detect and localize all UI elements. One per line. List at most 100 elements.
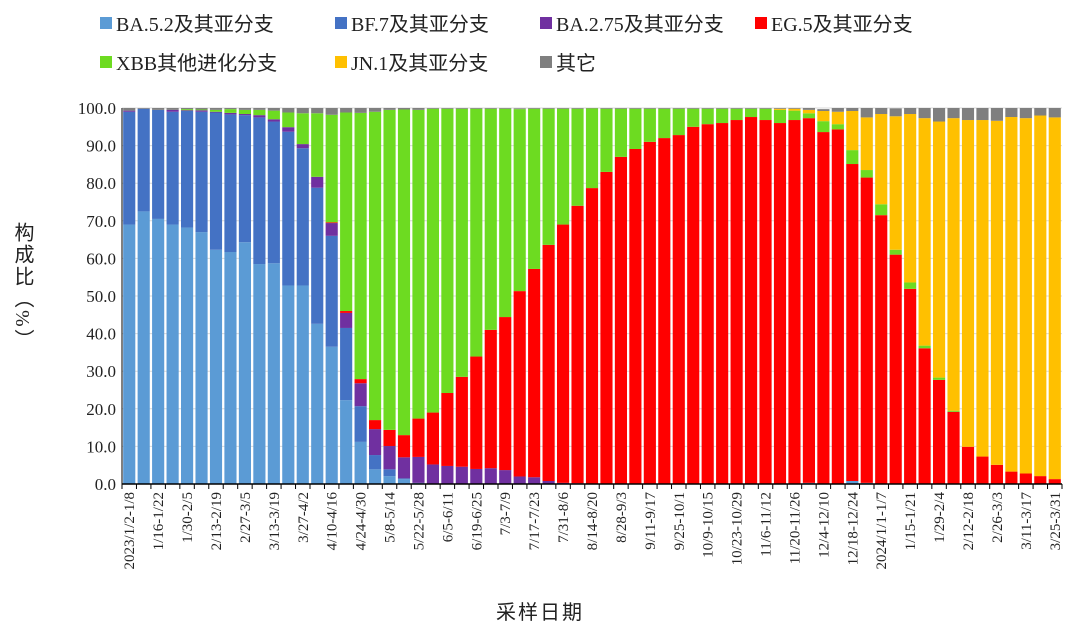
bar-segment-4 bbox=[745, 108, 758, 118]
bar-segment-3 bbox=[484, 329, 497, 469]
bar-segment-2 bbox=[253, 115, 266, 118]
bar-segment-3 bbox=[470, 356, 483, 469]
bar-segment-4 bbox=[600, 108, 613, 172]
legend-label: BF.7及其亚分支 bbox=[351, 14, 489, 36]
bar-segment-6 bbox=[195, 108, 208, 110]
bar-segment-3 bbox=[499, 317, 512, 471]
bar-segment-4 bbox=[831, 124, 844, 130]
bar-segment-3 bbox=[701, 124, 714, 484]
y-tick-label: 40.0 bbox=[86, 325, 116, 344]
bar-segment-0 bbox=[311, 323, 324, 484]
bar-segment-6 bbox=[152, 108, 165, 110]
bar-segment-6 bbox=[470, 108, 483, 109]
bar-segment-4 bbox=[933, 377, 946, 380]
y-tick-label: 30.0 bbox=[86, 362, 116, 381]
bar-segment-6 bbox=[383, 108, 396, 110]
bar-segment-4 bbox=[846, 150, 859, 165]
bar-segment-4 bbox=[224, 109, 237, 113]
bar-segment-2 bbox=[383, 446, 396, 470]
bar-segment-4 bbox=[484, 108, 497, 330]
bar-segment-6 bbox=[166, 108, 179, 110]
bar-segment-6 bbox=[701, 108, 714, 109]
bar-segment-5 bbox=[788, 108, 801, 111]
x-axis-title: 采样日期 bbox=[496, 602, 584, 624]
x-tick-label: 7/31-8/6 bbox=[556, 492, 572, 543]
x-tick-label: 2/13-2/19 bbox=[209, 492, 225, 550]
bar-segment-4 bbox=[513, 109, 526, 292]
bar-segment-3 bbox=[441, 393, 454, 466]
bar-segment-3 bbox=[340, 311, 353, 313]
bar-segment-3 bbox=[773, 123, 787, 484]
bar-segment-1 bbox=[282, 131, 295, 286]
bar-segment-3 bbox=[860, 177, 873, 483]
x-tick-label: 2/27-3/5 bbox=[238, 492, 254, 543]
bar-segment-6 bbox=[224, 108, 237, 110]
x-tick-label: 9/11-9/17 bbox=[643, 492, 659, 550]
bar-segment-0 bbox=[224, 252, 237, 484]
bar-segment-4 bbox=[195, 109, 208, 111]
bar-segment-6 bbox=[484, 108, 497, 109]
y-tick-label: 60.0 bbox=[86, 249, 116, 268]
bar-segment-2 bbox=[195, 110, 208, 112]
bar-segment-6 bbox=[961, 108, 975, 121]
bar-segment-6 bbox=[441, 108, 454, 109]
bar-segment-4 bbox=[209, 109, 223, 112]
x-tick-label: 12/18-12/24 bbox=[845, 492, 861, 566]
bar-segment-6 bbox=[759, 108, 772, 109]
x-tick-label: 11/6-11/12 bbox=[759, 492, 775, 557]
bar-segment-6 bbox=[571, 108, 584, 109]
bar-segment-0 bbox=[340, 400, 353, 484]
bar-segment-6 bbox=[412, 108, 425, 110]
bar-segment-4 bbox=[267, 110, 280, 120]
bar-segment-5 bbox=[846, 111, 859, 151]
bar-segment-6 bbox=[875, 108, 888, 115]
bar-segment-3 bbox=[585, 188, 599, 484]
bar-segment-0 bbox=[137, 211, 150, 484]
bar-segment-6 bbox=[643, 108, 656, 109]
bar-segment-5 bbox=[947, 118, 960, 411]
bar-segment-4 bbox=[253, 109, 266, 116]
legend-item-eg5: EG.5及其亚分支 bbox=[755, 8, 913, 37]
bar-segment-2 bbox=[311, 176, 324, 188]
y-tick-label: 70.0 bbox=[86, 212, 116, 231]
bar-segment-1 bbox=[354, 406, 367, 442]
bar-segment-3 bbox=[846, 164, 859, 481]
y-tick-label: 80.0 bbox=[86, 174, 116, 193]
bar-segment-3 bbox=[716, 123, 729, 484]
bar-segment-6 bbox=[947, 108, 960, 119]
bar-segment-2 bbox=[369, 429, 382, 456]
bar-segment-1 bbox=[296, 148, 309, 286]
bar-segment-3 bbox=[745, 117, 758, 485]
bar-segment-2 bbox=[412, 456, 425, 483]
legend-item-other: 其它 bbox=[540, 47, 596, 76]
bar-segment-4 bbox=[528, 108, 541, 269]
bar-segment-6 bbox=[426, 108, 439, 109]
bar-segment-4 bbox=[238, 109, 251, 115]
legend-item-xbb: XBB其他进化分支 bbox=[100, 47, 277, 76]
bar-segment-2 bbox=[238, 114, 251, 116]
bar-segment-0 bbox=[397, 479, 411, 484]
bar-segment-4 bbox=[672, 108, 685, 136]
bar-segment-1 bbox=[166, 111, 179, 225]
bar-segment-6 bbox=[889, 108, 902, 117]
bar-segment-2 bbox=[267, 119, 280, 122]
bar-segment-3 bbox=[643, 141, 656, 484]
bar-segment-2 bbox=[325, 223, 338, 236]
bar-segment-6 bbox=[716, 108, 729, 109]
bar-segment-5 bbox=[1019, 118, 1032, 474]
x-tick-label: 6/19-6/25 bbox=[469, 492, 485, 550]
bar-segment-4 bbox=[759, 108, 772, 121]
bar-segment-2 bbox=[397, 457, 411, 479]
bar-segment-0 bbox=[181, 227, 194, 484]
bar-segment-1 bbox=[267, 121, 280, 264]
bar-segment-4 bbox=[311, 113, 324, 177]
bar-segment-3 bbox=[542, 244, 555, 481]
bar-segment-2 bbox=[528, 477, 541, 484]
x-tick-label: 3/25-3/31 bbox=[1048, 492, 1064, 550]
x-tick-label: 10/9-10/15 bbox=[701, 492, 717, 558]
x-tick-label: 1/15-1/21 bbox=[903, 492, 919, 550]
bar-segment-6 bbox=[325, 108, 338, 115]
x-tick-label: 2024/1/1-1/7 bbox=[874, 492, 890, 570]
legend-swatch bbox=[755, 16, 767, 29]
bar-segment-6 bbox=[123, 108, 136, 111]
